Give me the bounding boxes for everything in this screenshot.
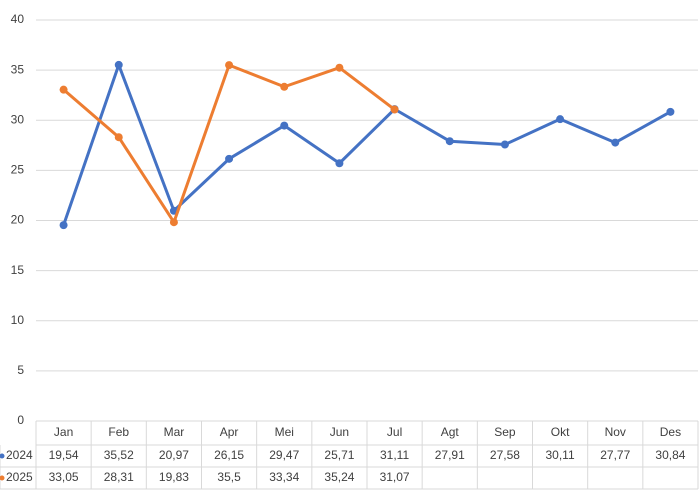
- data-label: 27,91: [435, 448, 465, 462]
- data-label: 33,34: [269, 470, 299, 484]
- x-tick-label: Feb: [108, 425, 129, 439]
- data-label: 35,24: [324, 470, 354, 484]
- x-tick-label: Sep: [494, 425, 516, 439]
- x-tick-label: Jun: [330, 425, 349, 439]
- series-line: [62, 63, 396, 224]
- y-tick-label: 5: [17, 363, 24, 377]
- x-tick-label: Des: [660, 425, 681, 439]
- data-point: [611, 138, 620, 147]
- data-label: 33,05: [49, 470, 79, 484]
- data-label: 31,07: [380, 470, 410, 484]
- y-tick-label: 10: [11, 313, 25, 327]
- data-label: 19,54: [49, 448, 79, 462]
- data-point: [556, 115, 565, 124]
- y-tick-label: 25: [11, 163, 25, 177]
- data-point: [225, 154, 234, 163]
- data-label: 31,11: [380, 448, 409, 462]
- x-tick-label: Agt: [441, 425, 460, 439]
- data-label: 19,83: [159, 470, 189, 484]
- data-label: 30,11: [546, 448, 575, 462]
- y-tick-label: 35: [11, 62, 25, 76]
- data-point: [114, 133, 123, 142]
- y-tick-label: 0: [17, 413, 24, 427]
- data-point: [280, 121, 289, 130]
- data-label: 27,77: [600, 448, 630, 462]
- data-label: 20,97: [159, 448, 189, 462]
- x-tick-label: Mei: [275, 425, 294, 439]
- y-tick-label: 30: [11, 112, 25, 126]
- legend-marker: [0, 475, 5, 481]
- x-tick-label: Jul: [387, 425, 402, 439]
- y-tick-label: 20: [11, 213, 25, 227]
- data-point: [169, 218, 178, 227]
- data-point: [445, 137, 454, 146]
- data-point: [280, 82, 289, 91]
- data-label: 30,84: [655, 448, 685, 462]
- data-label: 25,71: [324, 448, 354, 462]
- data-label: 35,52: [104, 448, 134, 462]
- x-tick-label: Nov: [605, 425, 626, 439]
- data-point: [335, 159, 344, 168]
- data-point: [59, 221, 68, 230]
- data-label: 26,15: [214, 448, 244, 462]
- data-label: 27,58: [490, 448, 520, 462]
- series-line: [62, 63, 672, 226]
- data-point: [335, 63, 344, 72]
- legend-label: 2024: [6, 448, 33, 462]
- data-point: [225, 61, 234, 70]
- data-label: 29,47: [269, 448, 299, 462]
- data-point: [666, 107, 675, 116]
- x-tick-label: Jan: [54, 425, 73, 439]
- x-tick-label: Apr: [220, 425, 239, 439]
- y-tick-label: 40: [11, 12, 25, 26]
- x-tick-label: Okt: [551, 425, 570, 439]
- legend-marker: [0, 453, 5, 459]
- data-point: [59, 85, 68, 94]
- data-label: 35,5: [217, 470, 241, 484]
- y-tick-label: 15: [11, 263, 25, 277]
- data-point: [114, 60, 123, 69]
- data-label: 28,31: [104, 470, 134, 484]
- x-tick-label: Mar: [164, 425, 185, 439]
- legend-label: 2025: [6, 470, 33, 484]
- data-point: [390, 105, 399, 114]
- data-point: [500, 140, 509, 149]
